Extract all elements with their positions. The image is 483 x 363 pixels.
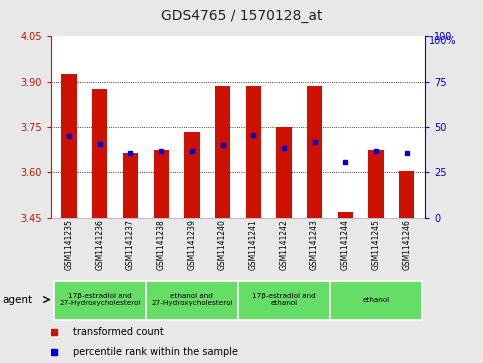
Y-axis label: 100%: 100%	[0, 362, 1, 363]
Text: transformed count: transformed count	[73, 327, 164, 337]
Bar	[92, 89, 108, 218]
Text: percentile rank within the sample: percentile rank within the sample	[73, 347, 238, 357]
Bar	[368, 150, 384, 218]
Text: 100%: 100%	[429, 36, 456, 46]
Bar	[399, 171, 414, 218]
Bar	[215, 86, 230, 218]
Text: agent: agent	[2, 295, 32, 305]
Bar	[238, 281, 330, 319]
Text: GDS4765 / 1570128_at: GDS4765 / 1570128_at	[161, 9, 322, 23]
Bar	[245, 86, 261, 218]
Bar	[276, 127, 292, 218]
Bar	[154, 150, 169, 218]
Text: 17β-estradiol and
27-Hydroxycholesterol: 17β-estradiol and 27-Hydroxycholesterol	[59, 293, 141, 306]
Bar	[330, 281, 422, 319]
Bar	[146, 281, 238, 319]
Bar	[61, 74, 77, 218]
Bar	[54, 281, 146, 319]
Text: ethanol and
27-Hydroxycholesterol: ethanol and 27-Hydroxycholesterol	[151, 293, 233, 306]
Bar	[338, 212, 353, 218]
Bar	[184, 132, 199, 218]
Text: ethanol: ethanol	[362, 297, 389, 302]
Bar	[307, 86, 322, 218]
Bar	[123, 153, 138, 218]
Text: 17β-estradiol and
ethanol: 17β-estradiol and ethanol	[252, 293, 316, 306]
